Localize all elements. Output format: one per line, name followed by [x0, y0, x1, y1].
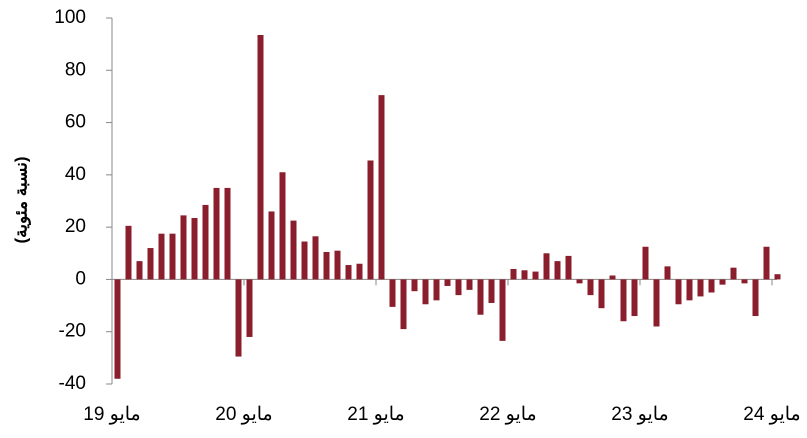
- bar: [631, 279, 638, 317]
- bar: [609, 275, 616, 280]
- bar: [312, 236, 319, 280]
- bar: [466, 279, 473, 290]
- bar: [114, 279, 121, 379]
- bar: [367, 160, 374, 280]
- bar: [180, 215, 187, 280]
- bar: [235, 279, 242, 357]
- bar: [444, 279, 451, 286]
- bar: [279, 172, 286, 280]
- x-tick-label: مايو 19: [83, 404, 141, 425]
- bar: [125, 225, 132, 280]
- bar: [400, 279, 407, 330]
- bar: [675, 279, 682, 305]
- bar: [620, 279, 627, 322]
- bar: [554, 261, 561, 280]
- bar: [741, 279, 748, 284]
- bar: [598, 279, 605, 309]
- bar: [191, 217, 198, 280]
- y-tick-label: 0: [75, 268, 86, 289]
- bar: [411, 279, 418, 292]
- bar: [521, 270, 528, 280]
- bar: [323, 251, 330, 280]
- x-tick-label: مايو 24: [743, 404, 801, 425]
- bar: [653, 279, 660, 327]
- bar: [422, 279, 429, 305]
- bar: [510, 268, 517, 280]
- y-tick-label: 100: [54, 7, 86, 28]
- bar: [136, 261, 143, 280]
- y-tick-label: 80: [65, 59, 86, 80]
- bar: [268, 211, 275, 280]
- bar: [532, 271, 539, 280]
- bar: [543, 253, 550, 280]
- x-tick-label: مايو 23: [611, 404, 669, 425]
- bar: [576, 279, 583, 284]
- bar: [719, 279, 726, 285]
- x-tick-label: مايو 22: [479, 404, 537, 425]
- bar: [246, 279, 253, 337]
- y-tick-label: 20: [65, 216, 86, 237]
- bar: [730, 267, 737, 280]
- bar: [202, 204, 209, 280]
- bar: [169, 233, 176, 280]
- bar: [257, 34, 264, 280]
- bar: [345, 265, 352, 280]
- y-tick-label: -40: [59, 373, 86, 394]
- x-tick-label: مايو 21: [347, 404, 405, 425]
- bar: [642, 246, 649, 280]
- bar: [477, 279, 484, 315]
- bar: [334, 250, 341, 280]
- bar: [774, 274, 781, 280]
- y-tick-label: 60: [65, 112, 86, 133]
- bar: [499, 279, 506, 341]
- y-tick-label: -20: [59, 321, 86, 342]
- bar: [213, 187, 220, 280]
- bar: [224, 187, 231, 280]
- bar: [565, 255, 572, 280]
- bar: [752, 279, 759, 317]
- bar: [763, 246, 770, 280]
- bar: [378, 95, 385, 280]
- bar: [147, 248, 154, 280]
- bar: [455, 279, 462, 296]
- bar: [433, 279, 440, 301]
- bar: [697, 279, 704, 297]
- bar: [686, 279, 693, 301]
- bar: [290, 220, 297, 280]
- x-tick-label: مايو 20: [215, 404, 273, 425]
- bar: [664, 266, 671, 280]
- bar: [158, 233, 165, 280]
- bar: [708, 279, 715, 293]
- bar: [587, 279, 594, 296]
- bar: [301, 241, 308, 280]
- y-axis-title: (نسبة مئوية): [11, 156, 31, 243]
- bar: [488, 279, 495, 303]
- bar: [389, 279, 396, 307]
- y-tick-label: 40: [65, 164, 86, 185]
- bar: [356, 263, 363, 280]
